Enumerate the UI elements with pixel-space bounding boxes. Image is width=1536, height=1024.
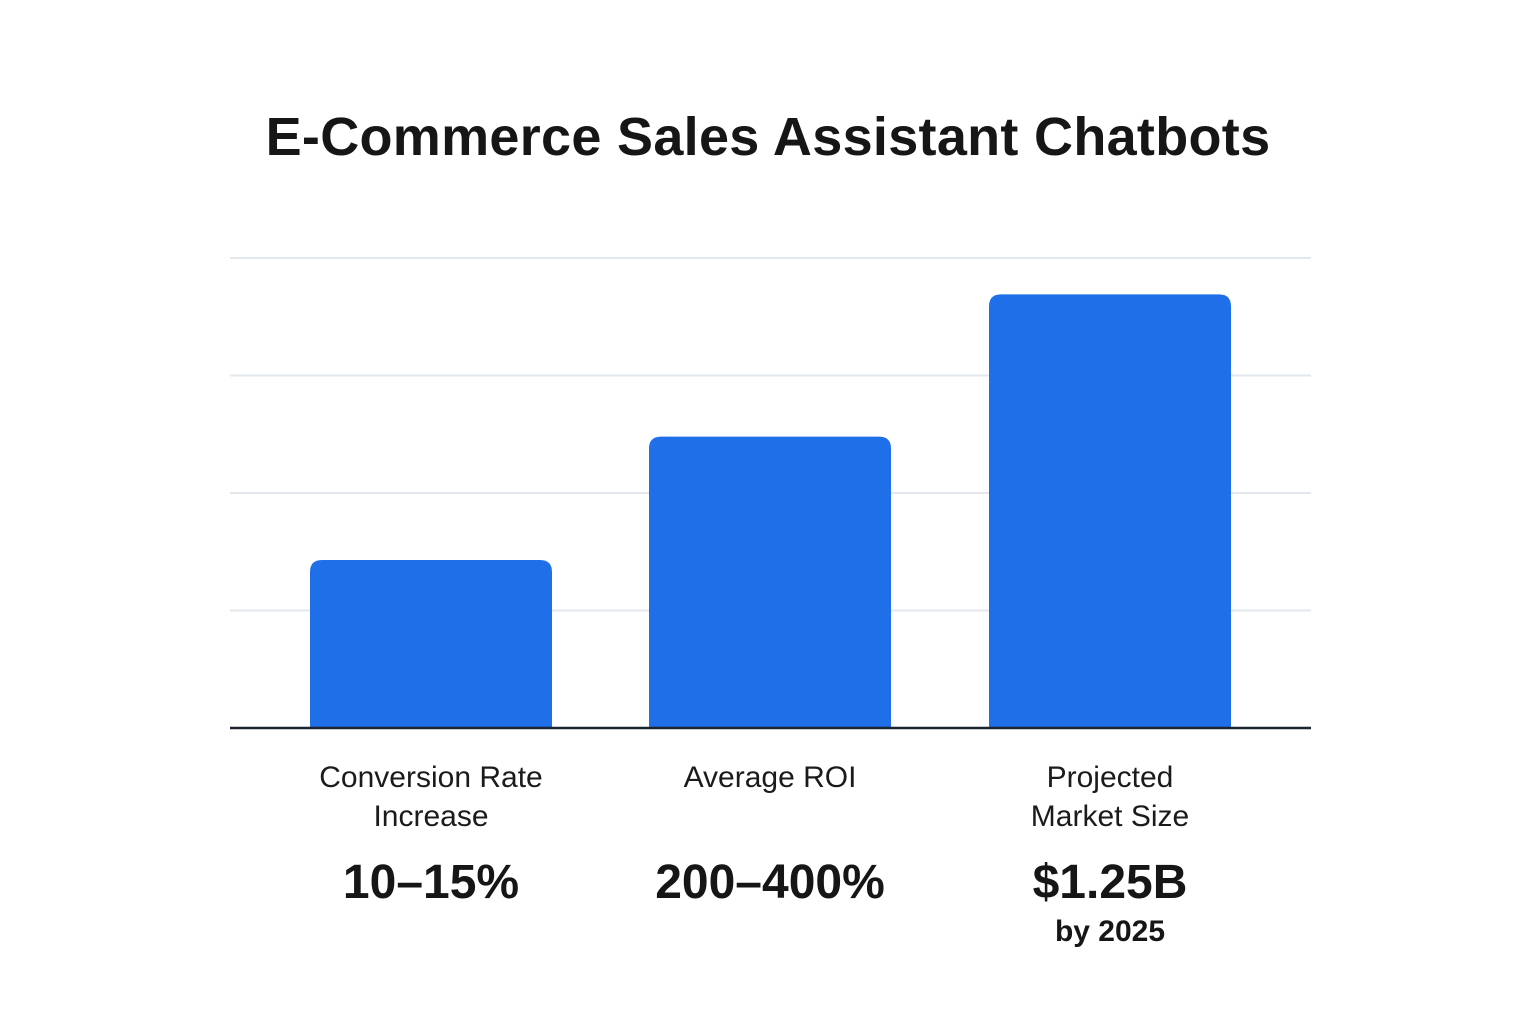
data-label-2: $1.25B: [1032, 856, 1188, 909]
category-label-1: Average ROI: [683, 761, 857, 794]
bar-1: [649, 436, 891, 728]
category-label-0: Conversion Rate Increase: [319, 761, 543, 833]
bar-0: [310, 559, 552, 728]
data-label-0: 10–15%: [342, 856, 520, 909]
chart-title: E-Commerce Sales Assistant Chatbots: [265, 107, 1271, 167]
bars: [310, 294, 1231, 728]
bar-2: [989, 294, 1231, 728]
category-label-2: Projected Market Size: [1030, 761, 1190, 833]
data-label-1: 200–400%: [655, 856, 885, 909]
data-sublabel-2: by 2025: [1054, 915, 1166, 948]
